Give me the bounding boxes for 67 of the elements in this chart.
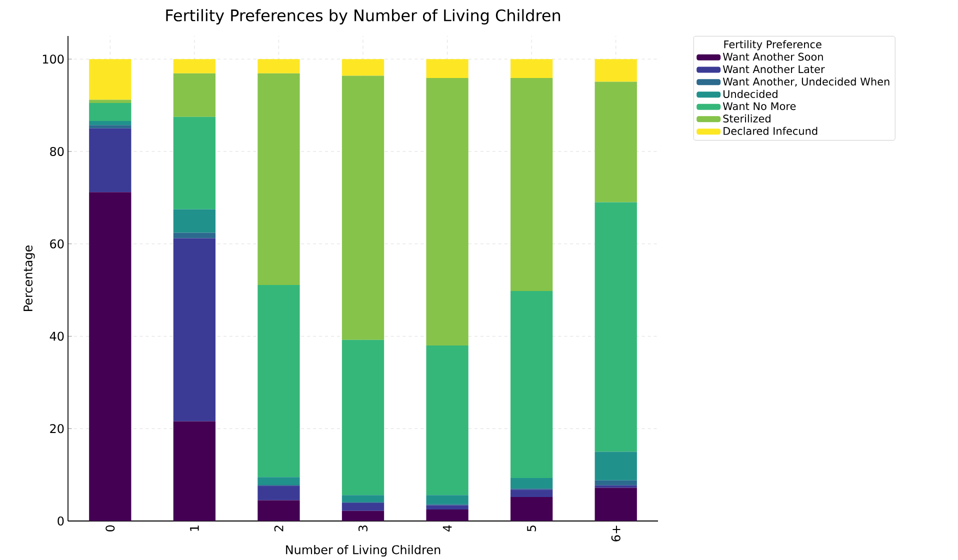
x-tick-label: 6+	[611, 526, 620, 542]
bar	[258, 477, 300, 486]
bar	[89, 125, 132, 128]
bar	[258, 73, 300, 286]
bar	[173, 59, 216, 74]
bar	[258, 486, 300, 500]
x-tick-label: 2	[274, 526, 284, 532]
y-tick-label: 60	[50, 239, 64, 248]
bar	[342, 340, 384, 496]
y-tick-label: 40	[50, 332, 64, 341]
bar	[426, 510, 468, 522]
bar	[594, 488, 637, 522]
x-axis-title: Number of Living Children	[286, 545, 440, 557]
bar	[594, 59, 637, 82]
bar	[342, 76, 384, 340]
bar	[89, 100, 132, 104]
bar	[173, 116, 216, 210]
y-tick-label: 80	[50, 147, 64, 156]
x-tick-label: 3	[358, 526, 368, 532]
bar	[89, 121, 132, 126]
bar	[426, 78, 468, 346]
bar	[173, 238, 216, 422]
legend-label: Want Another Soon	[722, 52, 823, 61]
bar	[510, 478, 553, 489]
legend-label: Want Another Later	[722, 65, 825, 74]
bar	[342, 59, 384, 76]
bar	[426, 346, 468, 496]
legend-label: Undecided	[723, 90, 778, 98]
y-axis-title: Percentage	[24, 246, 35, 312]
bar	[426, 505, 468, 510]
bar	[510, 291, 553, 478]
legend-label: Declared Infecund	[724, 126, 818, 135]
bar	[594, 82, 637, 202]
bar	[426, 495, 468, 504]
bar	[510, 78, 553, 292]
legend-label: Sterilized	[723, 114, 770, 123]
x-tick-label: 5	[527, 526, 536, 532]
bar	[258, 59, 300, 74]
bar	[510, 497, 553, 522]
x-tick-label: 0	[106, 525, 115, 532]
bar	[594, 480, 637, 486]
bar	[173, 232, 216, 238]
bar	[342, 510, 384, 522]
bar	[258, 285, 300, 478]
legend-label: Want Another, Undecided When	[722, 78, 890, 87]
bar	[89, 103, 132, 122]
legend-title: Fertility Preference	[724, 40, 822, 50]
bar	[342, 495, 384, 502]
bar	[594, 452, 637, 480]
y-tick-label: 20	[50, 424, 64, 434]
x-tick-label: 4	[442, 525, 452, 532]
bar	[342, 503, 384, 511]
bar	[258, 500, 300, 522]
bar	[173, 209, 216, 233]
bar	[594, 202, 637, 452]
x-tick-label: 1	[190, 526, 199, 531]
bar	[510, 490, 553, 498]
bar	[89, 59, 132, 100]
bar	[426, 59, 468, 78]
bar	[89, 192, 132, 522]
bar	[89, 128, 132, 192]
legend-label: Want No More	[722, 102, 796, 110]
bar	[173, 421, 216, 522]
bar	[173, 73, 216, 117]
chart-title: Fertility Preferences by Number of Living Children	[166, 9, 560, 25]
y-tick-label: 100	[42, 54, 64, 64]
bar	[510, 59, 553, 78]
